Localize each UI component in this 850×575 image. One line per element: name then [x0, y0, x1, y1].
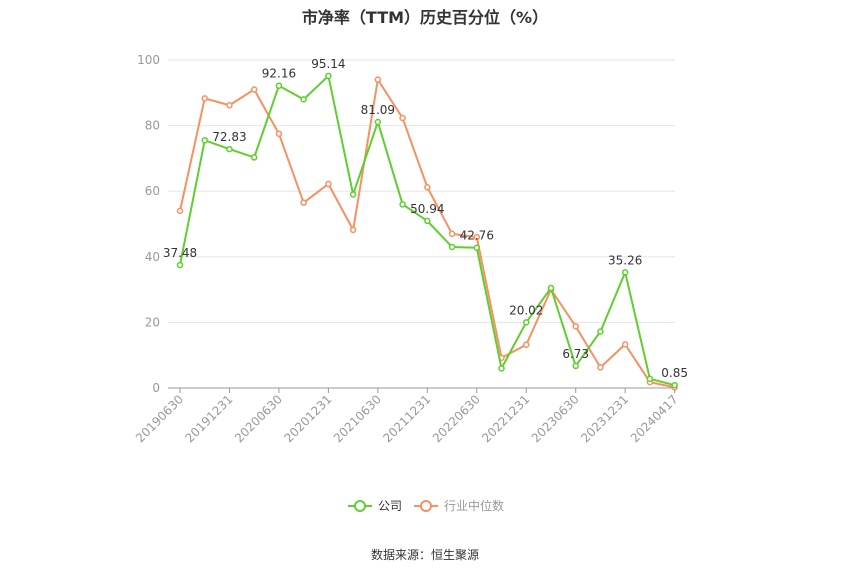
x-tick-label: 20201231 — [281, 392, 334, 445]
data-label: 35.26 — [608, 253, 642, 267]
data-point — [522, 319, 530, 326]
data-point — [597, 328, 604, 335]
data-point — [300, 199, 307, 206]
legend-marker — [354, 500, 366, 512]
source-note: 数据来源：恒生聚源 — [370, 548, 479, 562]
data-point — [424, 217, 431, 225]
data-point — [399, 201, 406, 208]
data-point — [597, 364, 604, 371]
data-label: 20.02 — [509, 303, 543, 317]
legend-label: 行业中位数 — [444, 498, 504, 513]
data-point — [226, 145, 233, 153]
x-tick-label: 20191231 — [182, 392, 235, 445]
data-point — [572, 323, 579, 330]
data-point — [300, 96, 307, 103]
y-tick-label: 100 — [137, 53, 160, 67]
data-point — [226, 102, 233, 109]
data-point — [522, 341, 530, 348]
x-tick-label: 20231231 — [578, 392, 631, 445]
chart-title: 市净率（TTM）历史百分位（%） — [301, 8, 549, 27]
data-point — [646, 375, 654, 383]
legend-item-company[interactable]: 公司 — [348, 499, 402, 513]
data-point — [201, 137, 208, 144]
data-label: 50.94 — [410, 202, 444, 216]
data-point — [621, 269, 629, 276]
data-label: 6.73 — [562, 347, 589, 361]
data-point — [572, 362, 579, 370]
legend-marker — [420, 500, 432, 512]
data-point — [448, 243, 456, 251]
x-tick-label: 20220630 — [430, 392, 483, 445]
data-point — [547, 284, 555, 292]
data-point — [671, 381, 678, 389]
y-tick-label: 20 — [145, 315, 160, 329]
data-point — [473, 233, 481, 241]
series-line — [179, 74, 675, 387]
legend-item-industry-median[interactable]: 行业中位数 — [414, 498, 504, 513]
x-tick-label: 20230630 — [529, 392, 582, 445]
x-tick-label: 20200630 — [232, 392, 285, 445]
data-point — [176, 261, 184, 269]
data-point — [275, 82, 283, 89]
data-point — [176, 207, 184, 215]
data-label: 72.83 — [212, 130, 246, 144]
data-label: 92.16 — [262, 67, 296, 81]
legend-label: 公司 — [378, 499, 402, 513]
data-point — [448, 230, 456, 238]
data-point — [325, 72, 332, 80]
x-tick-label: 20190630 — [133, 392, 186, 445]
data-label: 0.85 — [661, 366, 688, 380]
data-point — [498, 365, 505, 372]
data-label: 37.48 — [163, 246, 197, 260]
y-tick-label: 40 — [145, 250, 160, 264]
y-tick-label: 80 — [145, 119, 160, 133]
data-point — [621, 341, 629, 348]
y-tick-label: 0 — [152, 381, 160, 395]
x-tick-label: 20221231 — [479, 392, 532, 445]
data-point — [349, 191, 357, 198]
legend[interactable]: 公司 行业中位数 — [348, 498, 504, 513]
gridlines — [168, 59, 675, 323]
data-point — [374, 118, 382, 126]
data-point — [349, 226, 357, 234]
x-tick-label: 20240417 — [628, 392, 681, 445]
data-point — [201, 95, 208, 102]
axes: 0 20 40 60 80 100 2019063020191231202006302020… — [133, 53, 681, 445]
x-tick-label: 20210630 — [331, 392, 384, 445]
series-industry-median — [176, 76, 678, 391]
data-point — [275, 130, 283, 138]
series — [176, 72, 678, 391]
data-point — [250, 86, 258, 93]
data-point — [473, 244, 481, 251]
data-labels: 37.48 72.83 92.16 95.14 81.09 50.94 42.76 20.02… — [163, 57, 688, 380]
x-tick-label: 20211231 — [380, 392, 433, 445]
data-point — [374, 76, 382, 83]
data-point — [325, 180, 332, 188]
data-label: 81.09 — [361, 103, 395, 117]
series-company — [176, 72, 678, 389]
data-point — [250, 154, 258, 161]
y-tick-label: 60 — [145, 184, 160, 198]
data-point — [399, 114, 406, 122]
data-label: 95.14 — [311, 57, 345, 71]
data-point — [424, 184, 431, 191]
data-label: 42.76 — [460, 229, 494, 243]
